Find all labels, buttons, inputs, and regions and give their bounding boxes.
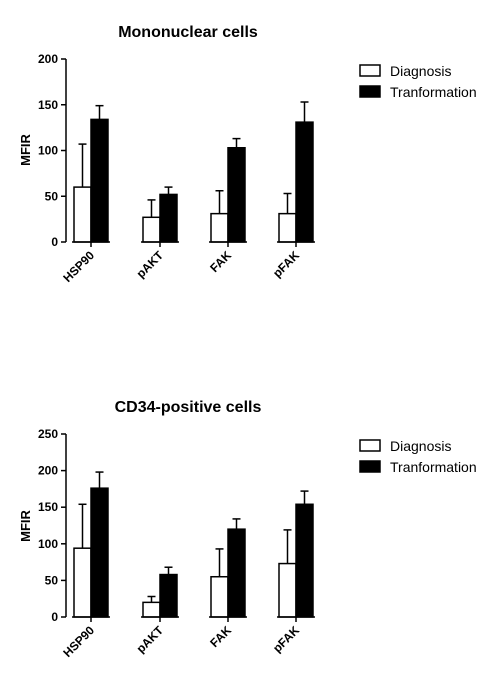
y-tick-label: 150 — [38, 98, 58, 112]
bar-diagnosis-pakt — [142, 216, 161, 243]
legend-swatch-diagnosis — [359, 64, 381, 77]
x-tick-label: pFAK — [270, 248, 302, 280]
legend-swatch-diagnosis — [359, 439, 381, 452]
x-tick-label: HSP90 — [60, 248, 97, 285]
x-tick-label: FAK — [207, 248, 234, 275]
bar-tranformation-hsp90 — [90, 118, 109, 243]
bar-diagnosis-hsp90 — [73, 186, 92, 243]
y-tick-label: 200 — [38, 52, 58, 66]
x-tick-label: pFAK — [270, 623, 302, 655]
chart-title: Mononuclear cells — [118, 24, 258, 41]
y-tick-label: 150 — [38, 500, 58, 514]
chart-title: CD34-positive cells — [115, 399, 262, 416]
x-tick-label: pAKT — [134, 248, 167, 281]
bar-tranformation-pakt — [159, 193, 178, 243]
legend: Diagnosis Tranformation — [359, 63, 477, 100]
chart-mononuclear: Mononuclear cells MFIR 0 50 100 150 200 HSP90… — [18, 24, 477, 285]
legend-label-tranformation: Tranformation — [390, 84, 477, 100]
legend-label-diagnosis: Diagnosis — [390, 63, 451, 79]
y-tick-label: 50 — [45, 573, 59, 587]
legend-label-tranformation: Tranformation — [390, 459, 477, 475]
y-tick-label: 250 — [38, 427, 58, 441]
bar-diagnosis-pfak — [278, 562, 297, 618]
y-tick-label: 50 — [45, 189, 59, 203]
y-tick-label: 0 — [51, 610, 58, 624]
y-axis-label: MFIR — [18, 510, 33, 542]
x-tick-label: FAK — [207, 623, 234, 650]
y-tick-label: 100 — [38, 537, 58, 551]
bar-diagnosis-fak — [210, 212, 229, 243]
y-tick-label: 0 — [51, 235, 58, 249]
y-tick-label: 100 — [38, 144, 58, 158]
bar-diagnosis-fak — [210, 575, 229, 618]
plot-area: 0 50 100 150 200 250 HSP90 pAKT FAK pFAK — [38, 427, 315, 660]
chart-cd34-positive: CD34-positive cells MFIR 0 50 100 150 200 250… — [18, 399, 477, 660]
bar-diagnosis-pfak — [278, 212, 297, 243]
legend-swatch-tranformation — [359, 460, 381, 473]
legend-swatch-tranformation — [359, 85, 381, 98]
y-axis-label: MFIR — [18, 134, 33, 166]
bar-tranformation-pakt — [159, 573, 178, 618]
legend: Diagnosis Tranformation — [359, 438, 477, 475]
y-tick-label: 200 — [38, 464, 58, 478]
bar-tranformation-pfak — [295, 503, 314, 618]
bar-tranformation-pfak — [295, 121, 314, 243]
bar-tranformation-fak — [227, 528, 246, 618]
bar-tranformation-fak — [227, 147, 246, 243]
bar-diagnosis-pakt — [142, 601, 161, 618]
plot-area: 0 50 100 150 200 HSP90 pAKT FAK pFAK — [38, 52, 315, 285]
bar-tranformation-hsp90 — [90, 487, 109, 618]
x-tick-label: HSP90 — [60, 623, 97, 660]
bar-diagnosis-hsp90 — [73, 547, 92, 618]
x-tick-label: pAKT — [134, 623, 167, 656]
legend-label-diagnosis: Diagnosis — [390, 438, 451, 454]
